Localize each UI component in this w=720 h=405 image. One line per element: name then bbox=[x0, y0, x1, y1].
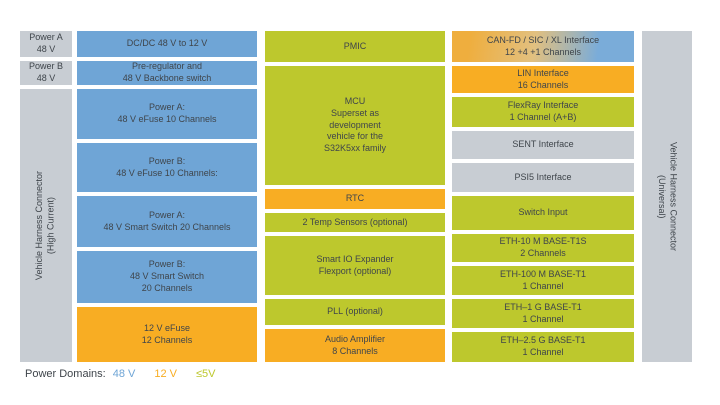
sent-interface-box: SENT Interface bbox=[452, 131, 634, 159]
legend-item-48v: 48 V bbox=[112, 368, 136, 380]
pmic-box: PMIC bbox=[265, 31, 445, 62]
power-a-smart-switch-label: Power A: 48 V Smart Switch 20 Channels bbox=[103, 209, 231, 232]
vehicle-harness-connector-high-current-label: Vehicle Harness Connector (High Current) bbox=[34, 170, 56, 281]
power-b-smart-switch-box: Power B: 48 V Smart Switch 20 Channels bbox=[77, 251, 257, 303]
can-fd-sic-xl-interface-label: CAN-FD / SIC / XL Interface 12 +4 +1 Chan… bbox=[486, 34, 600, 57]
eth-10m-base-t1s-box: ETH-10 M BASE-T1S 2 Channels bbox=[452, 234, 634, 262]
pmic-label: PMIC bbox=[343, 40, 367, 51]
legend-items: 48 V 12 V ≤5V bbox=[113, 368, 216, 380]
rtc-box: RTC bbox=[265, 189, 445, 209]
vehicle-harness-connector-universal-label: Vehicle Harness Connector (Universal) bbox=[657, 141, 679, 252]
switch-input-label: Switch Input bbox=[518, 207, 568, 218]
vehicle-harness-connector-high-current-box: Vehicle Harness Connector (High Current) bbox=[20, 89, 72, 362]
column-power-stage: DC/DC 48 V to 12 V Pre-regulator and 48 V … bbox=[77, 31, 257, 362]
power-a-efuse-box: Power A: 48 V eFuse 10 Channels bbox=[77, 89, 257, 139]
lin-interface-box: LIN Interface 16 Channels bbox=[452, 66, 634, 93]
power-a-input-label: Power A 48 V bbox=[29, 32, 63, 54]
column-harness-universal: Vehicle Harness Connector (Universal) bbox=[642, 31, 692, 362]
power-b-input-label: Power B 48 V bbox=[28, 61, 63, 83]
smart-io-expander-box: Smart IO Expander Flexport (optional) bbox=[265, 236, 445, 295]
audio-amplifier-label: Audio Amplifier 8 Channels bbox=[324, 333, 386, 356]
dcdc-converter-box: DC/DC 48 V to 12 V bbox=[77, 31, 257, 57]
column-core: PMIC MCU Superset as development vehicle for… bbox=[265, 31, 445, 362]
power-b-efuse-label: Power B: 48 V eFuse 10 Channels: bbox=[116, 155, 218, 178]
vehicle-harness-connector-universal-box: Vehicle Harness Connector (Universal) bbox=[642, 31, 692, 362]
legend-title: Power Domains: bbox=[25, 368, 106, 380]
mcu-box: MCU Superset as development vehicle for the… bbox=[265, 66, 445, 185]
12v-efuse-label: 12 V eFuse 12 Channels bbox=[141, 322, 193, 345]
eth-2-5g-base-t1-label: ETH–2.5 G BASE-T1 1 Channel bbox=[500, 335, 586, 357]
power-a-efuse-label: Power A: 48 V eFuse 10 Channels bbox=[117, 102, 217, 124]
smart-io-expander-label: Smart IO Expander Flexport (optional) bbox=[316, 253, 394, 276]
power-b-input-box: Power B 48 V bbox=[20, 61, 72, 85]
eth-100m-base-t1-label: ETH-100 M BASE-T1 1 Channel bbox=[499, 268, 587, 291]
eth-1g-base-t1-box: ETH–1 G BASE-T1 1 Channel bbox=[452, 299, 634, 328]
power-domains-legend: Power Domains: 48 V 12 V ≤5V bbox=[25, 368, 215, 380]
pre-regulator-box: Pre-regulator and 48 V Backbone switch bbox=[77, 61, 257, 85]
temp-sensors-box: 2 Temp Sensors (optional) bbox=[265, 213, 445, 232]
column-interfaces: CAN-FD / SIC / XL Interface 12 +4 +1 Chan… bbox=[452, 31, 634, 362]
eth-100m-base-t1-box: ETH-100 M BASE-T1 1 Channel bbox=[452, 266, 634, 295]
dcdc-converter-label: DC/DC 48 V to 12 V bbox=[126, 38, 208, 49]
pre-regulator-label: Pre-regulator and 48 V Backbone switch bbox=[122, 61, 212, 83]
power-a-smart-switch-box: Power A: 48 V Smart Switch 20 Channels bbox=[77, 196, 257, 247]
sent-interface-label: SENT Interface bbox=[512, 139, 574, 150]
pll-label: PLL (optional) bbox=[327, 306, 383, 317]
power-b-smart-switch-label: Power B: 48 V Smart Switch 20 Channels bbox=[129, 259, 205, 293]
legend-item-5v: ≤5V bbox=[195, 368, 216, 380]
lin-interface-label: LIN Interface 16 Channels bbox=[517, 67, 569, 90]
pll-box: PLL (optional) bbox=[265, 299, 445, 325]
12v-efuse-box: 12 V eFuse 12 Channels bbox=[77, 307, 257, 362]
flexray-interface-box: FlexRay Interface 1 Channel (A+B) bbox=[452, 97, 634, 127]
switch-input-box: Switch Input bbox=[452, 196, 634, 230]
psi5-interface-label: PSI5 Interface bbox=[514, 171, 572, 182]
audio-amplifier-box: Audio Amplifier 8 Channels bbox=[265, 329, 445, 362]
flexray-interface-label: FlexRay Interface 1 Channel (A+B) bbox=[507, 100, 579, 122]
column-power-inputs: Power A 48 V Power B 48 V Vehicle Harness Co… bbox=[20, 31, 72, 362]
can-fd-sic-xl-interface-box: CAN-FD / SIC / XL Interface 12 +4 +1 Chan… bbox=[452, 31, 634, 62]
power-a-input-box: Power A 48 V bbox=[20, 31, 72, 57]
psi5-interface-box: PSI5 Interface bbox=[452, 163, 634, 192]
legend-item-12v: 12 V bbox=[154, 368, 177, 380]
eth-1g-base-t1-label: ETH–1 G BASE-T1 1 Channel bbox=[504, 301, 582, 324]
eth-10m-base-t1s-label: ETH-10 M BASE-T1S 2 Channels bbox=[499, 236, 587, 258]
power-b-efuse-box: Power B: 48 V eFuse 10 Channels: bbox=[77, 143, 257, 192]
rtc-label: RTC bbox=[345, 193, 365, 204]
mcu-label: MCU Superset as development vehicle for the… bbox=[323, 96, 387, 154]
temp-sensors-label: 2 Temp Sensors (optional) bbox=[302, 216, 408, 227]
eth-2-5g-base-t1-box: ETH–2.5 G BASE-T1 1 Channel bbox=[452, 332, 634, 362]
